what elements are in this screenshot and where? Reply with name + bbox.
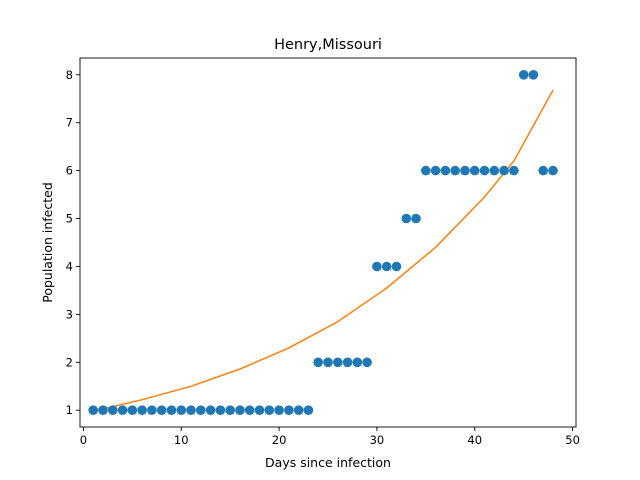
data-point <box>401 213 412 224</box>
data-point <box>147 405 157 416</box>
x-axis: 0 10 20 30 40 50 <box>80 427 580 447</box>
data-point <box>88 405 98 416</box>
y-tick-label: 8 <box>66 68 73 82</box>
data-point <box>381 261 392 272</box>
data-point <box>215 405 226 416</box>
data-point <box>333 357 343 368</box>
data-point <box>450 165 461 176</box>
data-point <box>293 405 304 416</box>
data-point <box>225 405 235 416</box>
data-point <box>489 165 500 176</box>
data-point <box>137 405 147 416</box>
data-point <box>499 165 509 176</box>
data-point <box>342 357 353 368</box>
data-point <box>430 165 441 176</box>
data-point <box>166 405 177 416</box>
data-point <box>352 357 363 368</box>
x-tick-label: 10 <box>174 433 189 447</box>
data-point <box>479 165 490 176</box>
x-tick-label: 40 <box>467 433 482 447</box>
data-point <box>411 213 421 224</box>
y-axis-label: Population infected <box>40 182 55 303</box>
data-point <box>127 405 138 416</box>
x-tick-label: 20 <box>272 433 287 447</box>
x-axis-label: Days since infection <box>265 455 391 470</box>
data-point <box>196 405 206 416</box>
data-point <box>235 405 245 416</box>
plot-frame <box>79 57 577 428</box>
chart-title: Henry,Missouri <box>274 37 382 53</box>
data-point <box>254 405 265 416</box>
x-tick-label: 30 <box>370 433 385 447</box>
data-point <box>205 405 216 416</box>
plot-area <box>88 70 558 416</box>
data-point <box>372 261 382 272</box>
data-point <box>108 405 118 416</box>
y-axis: 1 2 3 4 5 6 7 8 <box>66 68 80 417</box>
data-point <box>548 165 558 176</box>
y-tick-label: 5 <box>66 212 73 226</box>
data-point <box>264 405 275 416</box>
data-point <box>509 165 519 176</box>
data-point <box>313 357 324 368</box>
data-point <box>186 405 196 416</box>
fit-curve <box>93 89 554 412</box>
x-tick-label: 0 <box>80 433 87 447</box>
data-point <box>244 405 255 416</box>
data-point <box>518 70 529 80</box>
data-point <box>156 405 167 416</box>
y-tick-label: 1 <box>66 403 73 417</box>
data-point <box>362 357 372 368</box>
data-point <box>284 405 294 416</box>
data-point <box>117 405 128 416</box>
data-point <box>440 165 451 176</box>
x-tick-label: 50 <box>565 433 580 447</box>
y-tick-label: 7 <box>66 116 73 130</box>
data-point <box>469 165 480 176</box>
data-point <box>274 405 284 416</box>
data-point <box>176 405 187 416</box>
data-point <box>391 261 402 272</box>
data-point <box>303 405 314 416</box>
data-point <box>460 165 470 176</box>
y-tick-label: 3 <box>66 307 73 321</box>
data-point <box>421 165 431 176</box>
data-point <box>98 405 108 416</box>
data-point <box>528 70 539 80</box>
y-tick-label: 4 <box>66 259 73 273</box>
y-tick-label: 2 <box>66 355 73 369</box>
data-point <box>538 165 548 176</box>
data-point <box>323 357 333 368</box>
y-tick-label: 6 <box>66 164 73 178</box>
